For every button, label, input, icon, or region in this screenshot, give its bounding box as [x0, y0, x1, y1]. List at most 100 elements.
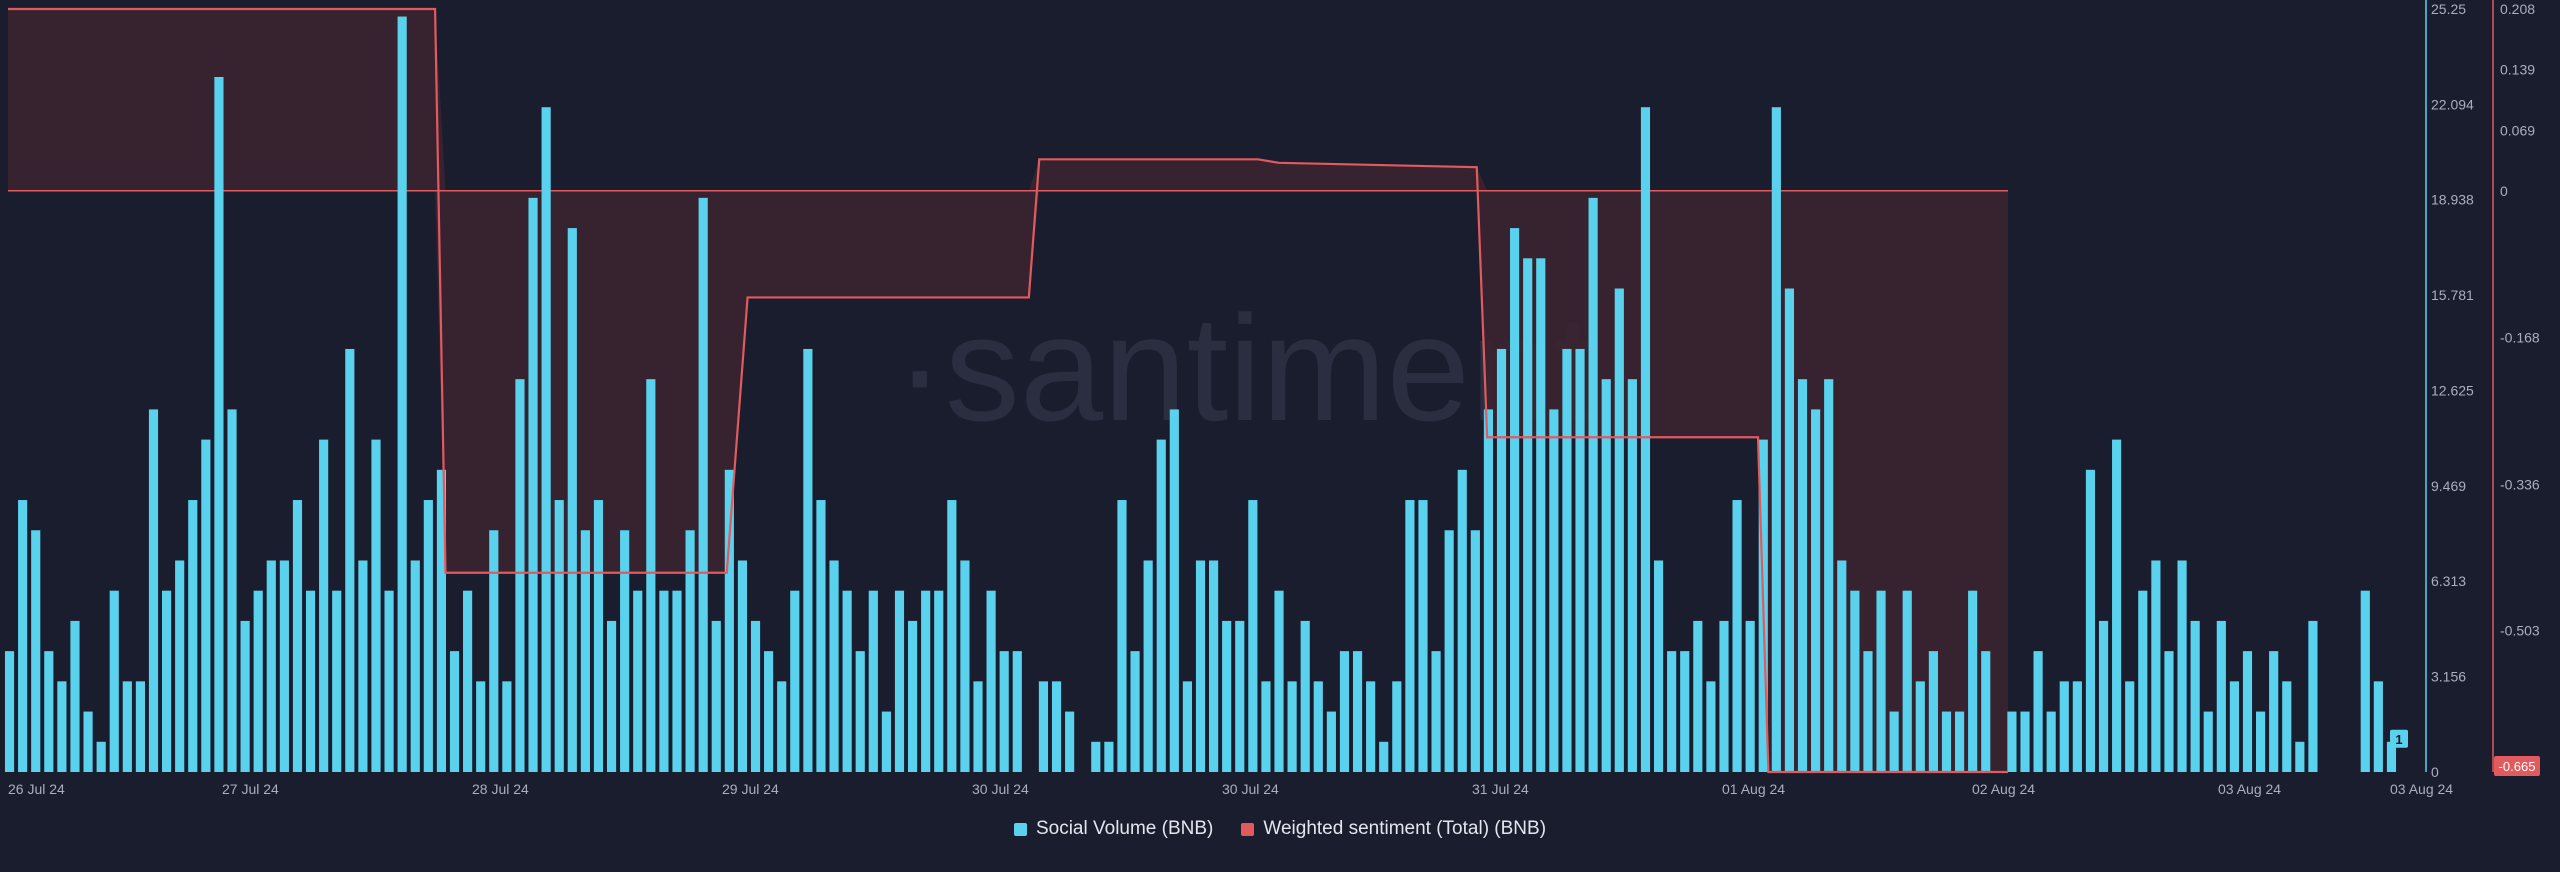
- social-volume-bar[interactable]: [4, 651, 15, 772]
- social-volume-bar[interactable]: [1012, 651, 1022, 772]
- social-volume-bar[interactable]: [855, 651, 865, 772]
- social-volume-bar[interactable]: [881, 711, 891, 772]
- social-volume-bar[interactable]: [449, 651, 460, 772]
- social-volume-bar[interactable]: [2229, 681, 2239, 772]
- social-volume-bar[interactable]: [1797, 379, 1808, 772]
- social-volume-bar[interactable]: [279, 560, 289, 772]
- social-volume-bar[interactable]: [1091, 741, 1101, 772]
- social-volume-bar[interactable]: [999, 651, 1009, 772]
- social-volume-bar[interactable]: [266, 560, 276, 772]
- social-volume-bar[interactable]: [214, 76, 224, 773]
- social-volume-bar[interactable]: [1274, 590, 1284, 772]
- social-volume-bar[interactable]: [1627, 379, 1637, 772]
- social-volume-bar[interactable]: [1313, 681, 1323, 772]
- social-volume-bar[interactable]: [1352, 651, 1363, 772]
- social-volume-bar[interactable]: [1575, 348, 1585, 772]
- social-volume-bar[interactable]: [122, 681, 132, 772]
- social-volume-bar[interactable]: [1457, 469, 1467, 772]
- social-volume-bar[interactable]: [371, 439, 381, 772]
- social-volume-bar[interactable]: [1104, 741, 1114, 772]
- social-volume-bar[interactable]: [502, 681, 512, 772]
- social-volume-bar[interactable]: [1837, 560, 1847, 772]
- social-volume-bar[interactable]: [332, 590, 342, 772]
- social-volume-bar[interactable]: [1811, 409, 1821, 772]
- social-volume-bar[interactable]: [2386, 741, 2397, 772]
- social-volume-bar[interactable]: [2020, 711, 2030, 772]
- weighted-sentiment-line[interactable]: [8, 7, 2008, 774]
- social-volume-bar[interactable]: [1182, 681, 1192, 772]
- social-volume-bar[interactable]: [1496, 348, 1507, 772]
- social-volume-bar[interactable]: [1614, 288, 1624, 772]
- social-volume-bar[interactable]: [1745, 620, 1755, 772]
- social-volume-bar[interactable]: [1470, 530, 1480, 772]
- social-volume-bar[interactable]: [1915, 681, 1925, 772]
- social-volume-bar[interactable]: [2216, 620, 2226, 772]
- social-volume-bar[interactable]: [292, 500, 303, 772]
- social-volume-bar[interactable]: [135, 681, 145, 772]
- social-volume-bar[interactable]: [1248, 500, 1258, 772]
- social-volume-bar[interactable]: [175, 560, 185, 772]
- social-volume-bar[interactable]: [1366, 681, 1376, 772]
- social-volume-bar[interactable]: [1719, 620, 1729, 772]
- social-volume-bar[interactable]: [201, 439, 211, 772]
- social-volume-bar[interactable]: [777, 681, 787, 772]
- social-volume-bar[interactable]: [1941, 711, 1952, 772]
- social-volume-bar[interactable]: [227, 409, 237, 772]
- social-volume-bar[interactable]: [2112, 439, 2122, 772]
- social-volume-bar[interactable]: [1601, 379, 1611, 772]
- social-volume-bar[interactable]: [2059, 681, 2069, 772]
- social-volume-bar[interactable]: [685, 530, 695, 772]
- social-volume-bar[interactable]: [1209, 560, 1219, 772]
- social-volume-bar[interactable]: [2282, 681, 2292, 772]
- legend-item-weighted-sentiment[interactable]: Weighted sentiment (Total) (BNB): [1241, 818, 1546, 840]
- social-volume-bar[interactable]: [70, 620, 80, 772]
- social-volume-bar[interactable]: [580, 530, 590, 772]
- social-volume-bar[interactable]: [1954, 711, 1965, 772]
- social-volume-bar[interactable]: [620, 530, 630, 772]
- social-volume-bar[interactable]: [868, 590, 878, 772]
- social-volume-bar[interactable]: [790, 590, 800, 772]
- social-volume-bar[interactable]: [2373, 681, 2383, 772]
- social-volume-bar[interactable]: [489, 530, 499, 772]
- social-volume-bar[interactable]: [1287, 681, 1297, 772]
- social-volume-bar[interactable]: [1130, 651, 1140, 772]
- social-volume-bar[interactable]: [83, 711, 93, 772]
- social-volume-bar[interactable]: [1379, 741, 1389, 772]
- social-volume-bar[interactable]: [1876, 590, 1886, 772]
- social-volume-bar[interactable]: [319, 439, 329, 772]
- social-volume-bar[interactable]: [240, 620, 250, 772]
- social-volume-bar[interactable]: [1863, 651, 1873, 772]
- social-volume-bar[interactable]: [1562, 348, 1572, 772]
- social-volume-bar[interactable]: [1339, 651, 1350, 772]
- social-volume-bar[interactable]: [1235, 620, 1245, 772]
- social-volume-bar[interactable]: [1195, 560, 1206, 772]
- social-volume-bar[interactable]: [1038, 681, 1049, 772]
- social-volume-bar[interactable]: [2203, 711, 2213, 772]
- social-volume-bar[interactable]: [973, 681, 983, 772]
- social-volume-bar[interactable]: [986, 590, 996, 772]
- social-volume-bar[interactable]: [1405, 500, 1415, 772]
- social-volume-bar[interactable]: [816, 500, 826, 772]
- social-volume-bar[interactable]: [2242, 651, 2253, 772]
- social-volume-bar[interactable]: [2177, 560, 2187, 772]
- social-volume-bar[interactable]: [109, 590, 119, 772]
- social-volume-bar[interactable]: [1771, 107, 1781, 772]
- social-volume-bar[interactable]: [1523, 258, 1533, 772]
- social-volume-bar[interactable]: [1510, 228, 1520, 772]
- social-volume-bar[interactable]: [1169, 409, 1179, 772]
- social-volume-bar[interactable]: [1156, 439, 1166, 772]
- social-volume-bar[interactable]: [1968, 590, 1978, 772]
- social-volume-bar[interactable]: [345, 348, 355, 772]
- social-volume-bar[interactable]: [397, 16, 407, 773]
- social-volume-bar[interactable]: [737, 560, 748, 772]
- social-volume-bar[interactable]: [1431, 651, 1441, 772]
- social-volume-bar[interactable]: [633, 590, 643, 772]
- social-volume-bar[interactable]: [1326, 711, 1336, 772]
- social-volume-bar[interactable]: [2125, 681, 2135, 772]
- social-volume-bar[interactable]: [384, 590, 394, 772]
- social-volume-bar[interactable]: [358, 560, 368, 772]
- social-volume-bar[interactable]: [1653, 560, 1664, 772]
- social-volume-bar[interactable]: [1051, 681, 1062, 772]
- social-volume-bar[interactable]: [1444, 530, 1454, 772]
- social-volume-bar[interactable]: [188, 500, 198, 772]
